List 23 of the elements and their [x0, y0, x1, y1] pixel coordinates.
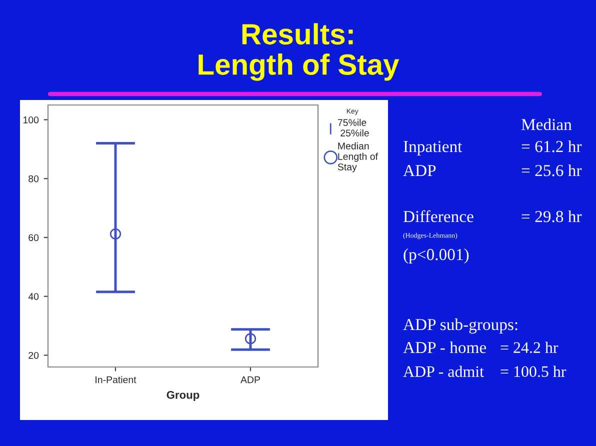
- text: Median: [521, 118, 572, 130]
- text: 75%ile 25%ile: [338, 118, 369, 136]
- y-tick-label: 40: [28, 293, 39, 300]
- text: = 100.5 hr: [500, 366, 566, 378]
- text: ADP - home: [403, 341, 486, 354]
- text: = 24.2 hr: [500, 342, 558, 354]
- text: Difference: [403, 210, 474, 222]
- legend-label: Median Length of Stay: [338, 142, 378, 172]
- text: ADP sub-groups:: [403, 318, 518, 334]
- text: = 61.2 hr: [522, 140, 582, 152]
- x-tick-label: In-Patient: [96, 376, 136, 384]
- x-axis-title: Group: [166, 390, 200, 402]
- text: = 25.6 hr: [522, 164, 582, 176]
- y-tick-label: 100: [23, 116, 39, 124]
- y-tick-label: 20: [28, 352, 39, 359]
- text: = 29.8 hr: [522, 210, 582, 222]
- text: (p<0.001): [404, 248, 469, 264]
- chart-title: Results: Length of Stay: [198, 23, 400, 81]
- y-tick-label: 80: [28, 175, 39, 182]
- y-tick-label: 60: [28, 234, 39, 242]
- text: ADP - admit: [403, 366, 484, 377]
- text: Inpatient: [404, 140, 462, 156]
- text: ADP: [403, 165, 436, 176]
